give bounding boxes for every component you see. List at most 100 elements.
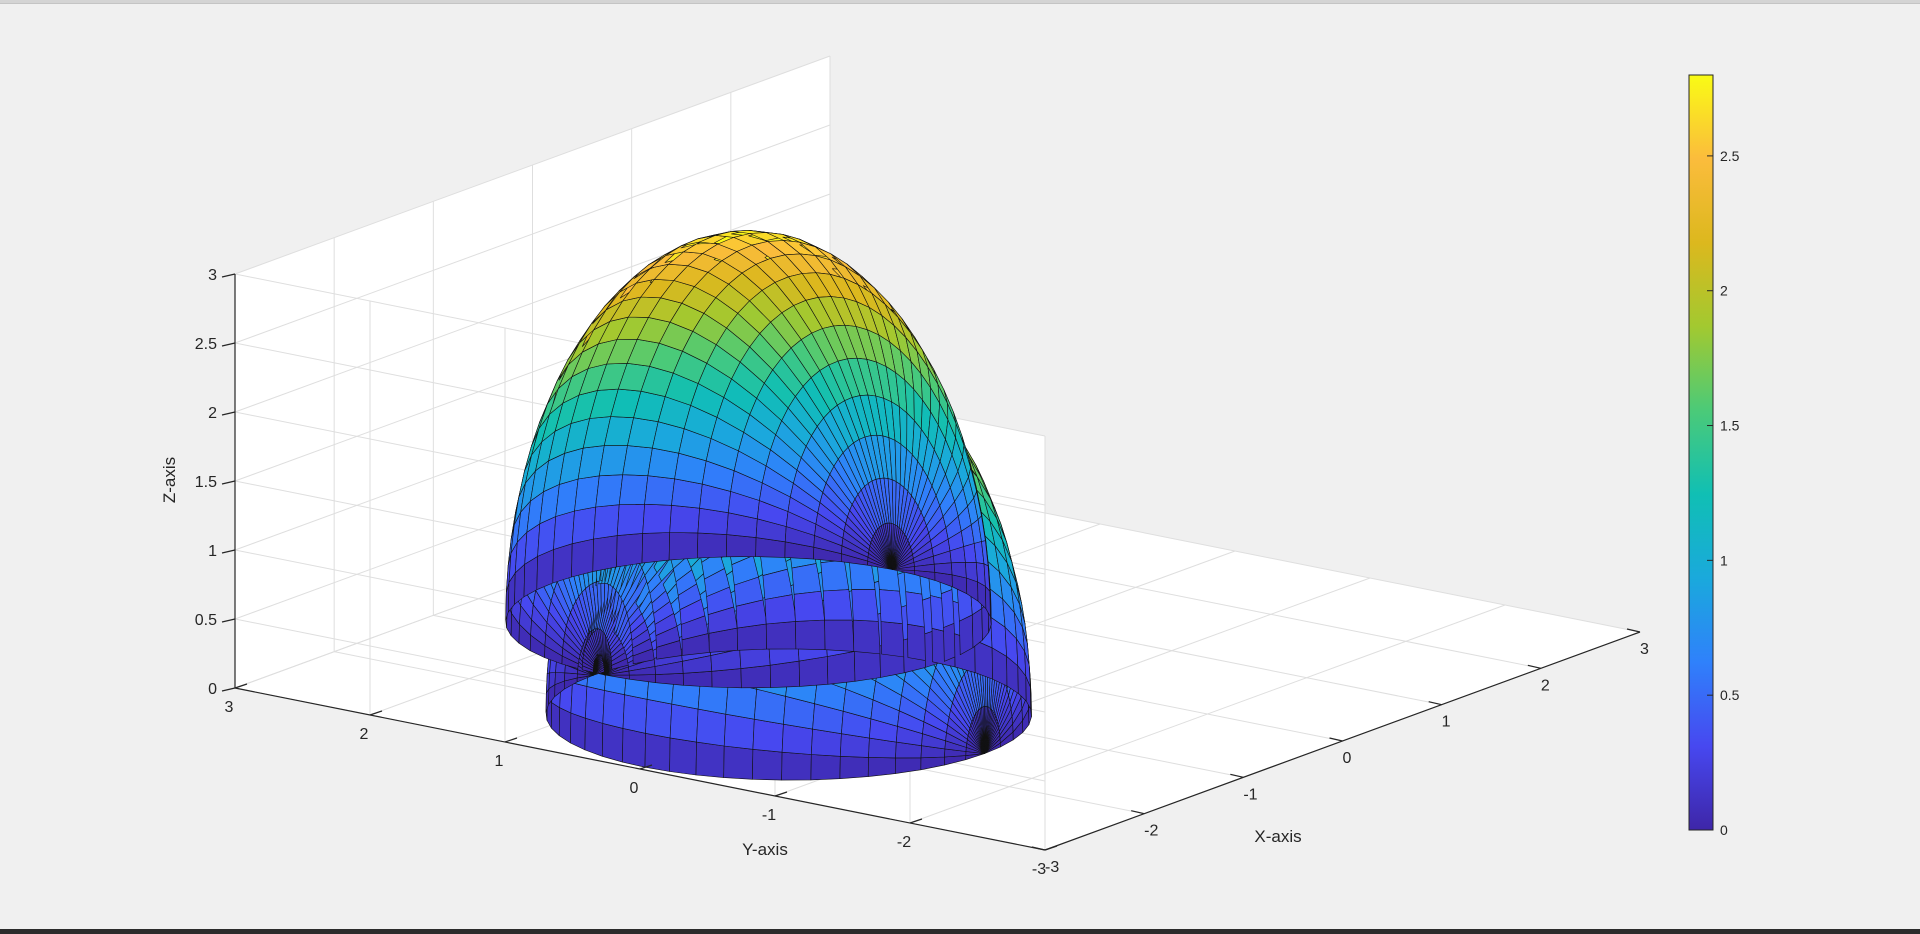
surface-face xyxy=(740,664,772,689)
surface-face xyxy=(642,503,672,534)
x-tick-mark xyxy=(1626,628,1641,633)
colorbar-bar[interactable] xyxy=(1688,74,1714,831)
y-tick-mark xyxy=(774,791,788,797)
surface-face xyxy=(570,712,586,751)
y-tick-label: -2 xyxy=(897,834,911,851)
surface-face xyxy=(584,717,604,757)
surface-face xyxy=(696,532,728,559)
y-tick-mark xyxy=(369,710,383,716)
surface-face xyxy=(781,723,813,755)
x-tick-label: 3 xyxy=(1640,641,1649,658)
surface-face xyxy=(696,708,727,747)
surface-face xyxy=(983,563,991,592)
surface-face xyxy=(592,535,618,572)
x-tick-mark xyxy=(1131,810,1145,815)
surface-face xyxy=(601,723,624,763)
z-tick-label: 0.5 xyxy=(195,612,217,629)
colorbar-tick-label: 2.5 xyxy=(1720,148,1740,164)
surface-face xyxy=(867,757,896,777)
z-tick-label: 1.5 xyxy=(195,474,217,491)
surface-face xyxy=(795,619,826,651)
x-tick-label: -2 xyxy=(1144,823,1158,840)
surface-face xyxy=(602,690,625,729)
surface-face xyxy=(641,532,671,564)
x-tick-label: -1 xyxy=(1243,786,1257,803)
surface-face xyxy=(645,698,673,739)
y-tick-label: -3 xyxy=(1032,861,1046,878)
surface-face xyxy=(622,694,648,734)
window-bottom-edge xyxy=(0,929,1920,934)
y-tick-mark xyxy=(504,737,518,743)
x-tick-label: 2 xyxy=(1541,677,1550,694)
x-tick-mark xyxy=(1329,737,1343,742)
surface-face xyxy=(668,532,699,561)
colorbar[interactable]: 0 0.5 1 1.5 2 2.5 xyxy=(1688,74,1740,838)
surface-face xyxy=(585,686,605,724)
surface-face xyxy=(810,754,841,781)
surface-face xyxy=(725,534,757,558)
z-tick-mark xyxy=(221,342,236,347)
y-tick-label: -1 xyxy=(762,807,776,824)
y-tick-label: 1 xyxy=(495,753,504,770)
z-tick-label: 2.5 xyxy=(195,336,217,353)
surface-face xyxy=(616,533,644,568)
surface-face xyxy=(647,447,680,480)
z-tick-label: 3 xyxy=(208,267,217,284)
y-tick-label: 2 xyxy=(360,726,369,743)
surface-face xyxy=(552,543,573,584)
x-tick-mark xyxy=(1031,846,1046,851)
surface-face xyxy=(826,651,856,685)
surface-face xyxy=(752,748,783,781)
z-tick-label: 1 xyxy=(208,543,217,560)
surface-face xyxy=(616,503,645,536)
z-tick-label: 2 xyxy=(208,405,217,422)
colorbar-tick-label: 2 xyxy=(1720,283,1728,299)
surface-face xyxy=(571,538,594,578)
y-axis-label: Y-axis xyxy=(742,840,788,859)
surface-face xyxy=(736,623,767,651)
surface-layer xyxy=(505,230,1032,781)
surface-face xyxy=(959,614,974,656)
z-tick-mark xyxy=(221,549,236,554)
z-tick-label: 0 xyxy=(208,681,217,698)
surface-face xyxy=(622,728,646,768)
surface-face xyxy=(852,619,882,655)
surface-face xyxy=(798,656,829,687)
surface-face xyxy=(595,474,624,508)
surface-face xyxy=(695,741,725,778)
z-tick-mark xyxy=(221,273,236,278)
surface-face xyxy=(553,510,575,550)
surface-face xyxy=(669,737,697,776)
surface-face xyxy=(669,504,700,534)
z-tick-mark xyxy=(221,618,236,623)
window-top-edge xyxy=(0,0,1920,4)
surface-face xyxy=(1024,651,1031,688)
x-tick-label: 0 xyxy=(1343,750,1352,767)
surface-face xyxy=(752,718,784,753)
x-tick-label: 1 xyxy=(1442,714,1451,731)
y-tick-label: 0 xyxy=(630,780,639,797)
z-tick-mark xyxy=(221,411,236,416)
surface-face xyxy=(765,621,797,650)
surface-face xyxy=(723,713,755,750)
surface-face xyxy=(593,504,620,540)
surface-face xyxy=(571,506,597,545)
x-tick-mark xyxy=(1230,773,1244,778)
x-tick-label: -3 xyxy=(1045,859,1059,876)
colorbar-tick-label: 0.5 xyxy=(1720,687,1740,703)
surface-face xyxy=(769,660,801,688)
surface-face xyxy=(793,590,825,622)
y-tick-label: 3 xyxy=(225,699,234,716)
x-tick-mark xyxy=(1527,664,1541,669)
x-axis-label: X-axis xyxy=(1254,827,1301,846)
z-tick-mark xyxy=(221,687,236,692)
surface-face xyxy=(570,682,588,719)
surface-face xyxy=(764,593,796,625)
z-axis-label: Z-axis xyxy=(160,457,179,503)
colorbar-tick-label: 0 xyxy=(1720,822,1728,838)
y-tick-mark xyxy=(1044,845,1058,851)
surface-face xyxy=(669,703,699,743)
surface-face xyxy=(781,751,812,781)
surface-face xyxy=(723,745,754,780)
